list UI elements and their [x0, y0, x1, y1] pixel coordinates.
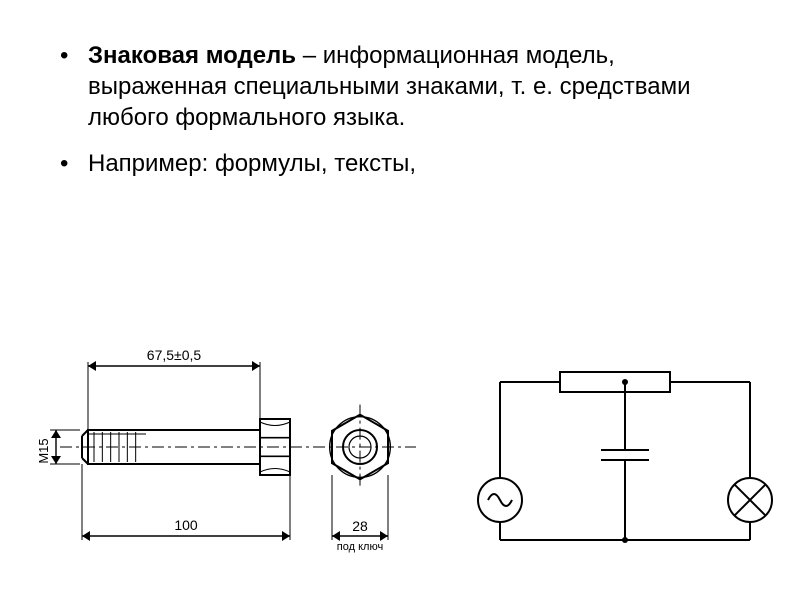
examples-text: Например: формулы, тексты, [88, 150, 416, 177]
svg-text:M15: M15 [36, 438, 51, 463]
bullet-examples: Например: формулы, тексты, [60, 148, 760, 179]
svg-text:28: 28 [352, 518, 368, 534]
svg-text:67,5±0,5: 67,5±0,5 [147, 347, 202, 363]
term-text: Знаковая модель [88, 42, 303, 69]
svg-text:под ключ: под ключ [337, 541, 383, 553]
bullet-definition: Знаковая модель – информационная модель,… [60, 40, 760, 134]
svg-text:100: 100 [174, 517, 198, 533]
circuit-schematic [460, 360, 780, 580]
bolt-drawing: 67,5±0,5 100 M15 28 под ключ [10, 320, 430, 580]
